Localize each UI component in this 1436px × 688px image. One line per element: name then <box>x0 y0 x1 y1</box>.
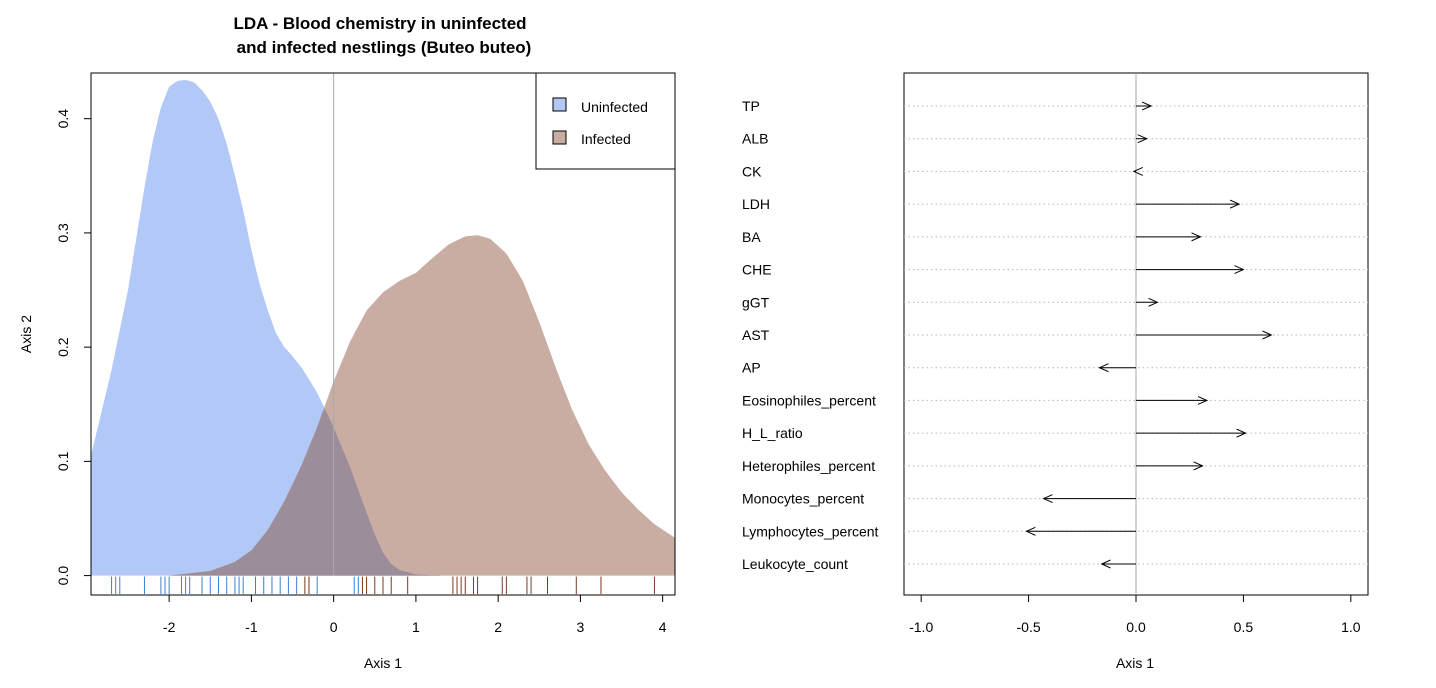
loading-row: Lymphocytes_percent <box>742 523 1368 539</box>
chart-title-line1: LDA - Blood chemistry in uninfected <box>233 14 526 33</box>
loading-row: Leukocyte_count <box>742 556 1368 572</box>
loading-row: Eosinophiles_percent <box>742 392 1368 408</box>
density-area-infected <box>91 235 675 576</box>
density-y-tick-label: 0.0 <box>55 566 71 586</box>
loadings-x-tick-label: -1.0 <box>909 619 933 635</box>
density-x-tick-label: 1 <box>412 619 420 635</box>
legend-box <box>535 72 676 170</box>
loading-variable-label: Eosinophiles_percent <box>742 392 876 408</box>
loadings-x-tick-label: 0.0 <box>1126 619 1146 635</box>
loading-variable-label: Monocytes_percent <box>742 491 864 507</box>
rug-marks <box>111 576 655 594</box>
density-area-uninfected <box>91 80 675 576</box>
loading-variable-label: CK <box>742 163 762 179</box>
loadings-x-axis: -1.0 -0.5 0.0 0.5 1.0 <box>909 595 1361 635</box>
loadings-x-tick-label: 1.0 <box>1341 619 1361 635</box>
density-y-axis: 0.0 0.1 0.2 0.3 0.4 <box>55 109 91 586</box>
loading-variable-label: H_L_ratio <box>742 425 803 441</box>
legend: Uninfected Infected <box>535 72 676 170</box>
density-y-tick-label: 0.3 <box>55 223 71 243</box>
loading-row: CK <box>742 163 1368 179</box>
density-x-tick-label: 4 <box>659 619 667 635</box>
loadings-rows: TP ALB CK LDH BA CHE gGT AST AP Eosinophiles_perc… <box>742 98 1368 572</box>
density-y-tick-label: 0.4 <box>55 109 71 129</box>
loading-variable-label: LDH <box>742 196 770 212</box>
loading-row: BA <box>742 229 1368 245</box>
loading-variable-label: TP <box>742 98 760 114</box>
loading-row: Monocytes_percent <box>742 491 1368 507</box>
loading-row: LDH <box>742 196 1368 212</box>
loading-variable-label: CHE <box>742 262 772 278</box>
density-y-tick-label: 0.2 <box>55 337 71 357</box>
density-panel: LDA - Blood chemistry in uninfected and … <box>18 14 676 671</box>
loading-variable-label: BA <box>742 229 761 245</box>
loading-variable-label: AP <box>742 360 761 376</box>
loading-variable-label: gGT <box>742 294 770 310</box>
density-x-tick-label: -2 <box>163 619 176 635</box>
legend-label-infected: Infected <box>581 131 631 147</box>
loading-row: TP <box>742 98 1368 114</box>
legend-label-uninfected: Uninfected <box>581 99 648 115</box>
loadings-panel: TP ALB CK LDH BA CHE gGT AST AP Eosinophiles_perc… <box>742 72 1369 671</box>
loadings-x-axis-label: Axis 1 <box>1116 655 1154 671</box>
loadings-x-tick-label: -0.5 <box>1017 619 1041 635</box>
loading-row: gGT <box>742 294 1368 310</box>
loading-variable-label: Heterophiles_percent <box>742 458 875 474</box>
legend-swatch-uninfected <box>552 97 567 112</box>
loadings-x-tick-label: 0.5 <box>1234 619 1254 635</box>
density-x-axis-label: Axis 1 <box>364 655 402 671</box>
density-plot-area <box>91 73 675 594</box>
loading-variable-label: Leukocyte_count <box>742 556 848 572</box>
density-x-tick-label: 2 <box>494 619 502 635</box>
loading-row: AP <box>742 360 1368 376</box>
density-y-axis-label: Axis 2 <box>18 315 34 353</box>
density-x-tick-label: -1 <box>245 619 258 635</box>
chart-title-line2: and infected nestlings (Buteo buteo) <box>237 38 532 57</box>
density-plot-frame <box>90 72 676 596</box>
loading-row: CHE <box>742 262 1368 278</box>
density-x-axis: -2 -1 0 1 2 3 4 <box>163 595 667 635</box>
loading-row: AST <box>742 327 1368 343</box>
loading-variable-label: Lymphocytes_percent <box>742 523 879 539</box>
loading-row: H_L_ratio <box>742 425 1368 441</box>
loading-variable-label: ALB <box>742 131 768 147</box>
legend-swatch-infected <box>552 130 567 145</box>
loading-row: Heterophiles_percent <box>742 458 1368 474</box>
loading-row: ALB <box>742 131 1368 147</box>
density-x-tick-label: 3 <box>577 619 585 635</box>
density-x-tick-label: 0 <box>330 619 338 635</box>
density-y-tick-label: 0.1 <box>55 451 71 471</box>
loading-variable-label: AST <box>742 327 770 343</box>
